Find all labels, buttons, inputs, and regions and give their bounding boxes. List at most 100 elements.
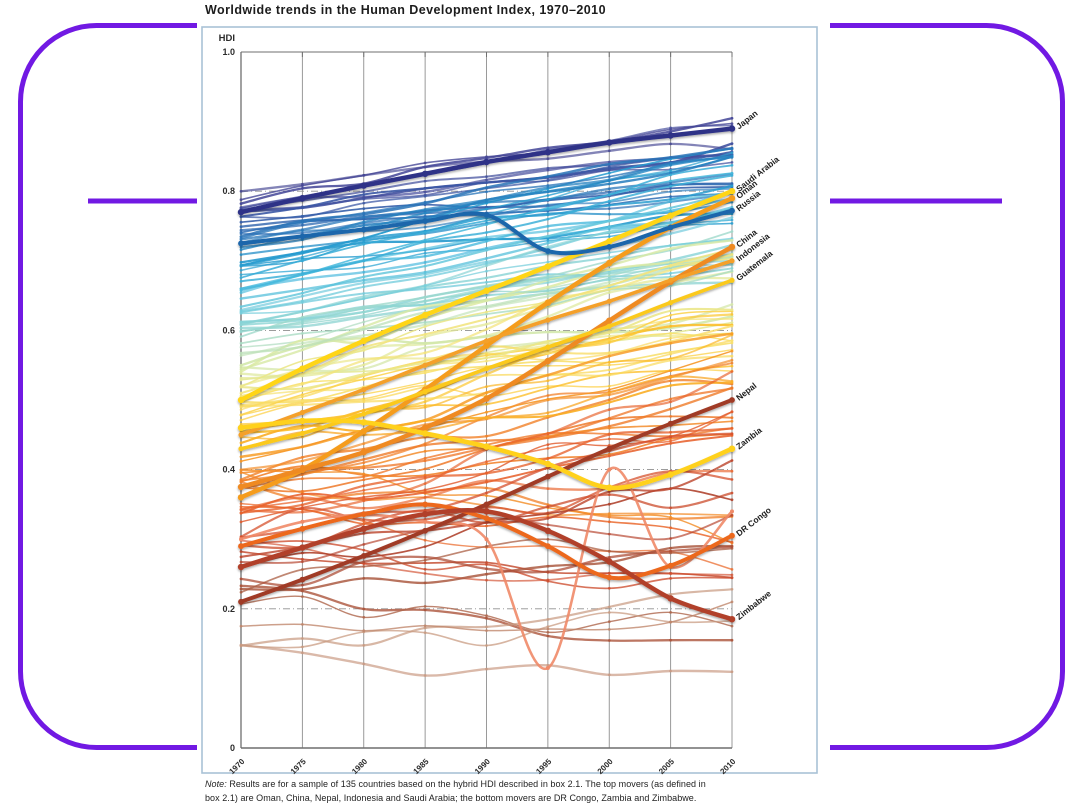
data-point: [669, 358, 672, 362]
data-point: [669, 669, 672, 673]
data-point: [423, 359, 427, 362]
point-guatemala: [729, 277, 735, 283]
data-point: [362, 349, 366, 352]
data-point: [423, 538, 427, 542]
footnote-line2: box 2.1) are Oman, China, Nepal, Indones…: [205, 793, 697, 803]
data-point: [546, 234, 550, 238]
data-point: [546, 295, 550, 298]
data-point: [607, 426, 611, 430]
data-point: [239, 310, 243, 313]
data-point: [362, 408, 366, 412]
data-point: [607, 212, 611, 216]
point-nepal: [299, 576, 306, 583]
data-point: [730, 432, 734, 436]
data-point: [362, 201, 366, 205]
point-nepal: [729, 397, 735, 403]
data-point: [546, 625, 550, 629]
data-point: [423, 231, 427, 234]
data-point: [730, 573, 734, 577]
data-point: [239, 237, 243, 241]
point-japan: [667, 132, 674, 139]
data-point: [607, 454, 611, 458]
data-point: [423, 335, 427, 339]
data-point: [730, 410, 734, 414]
data-point: [485, 614, 488, 618]
data-point: [239, 245, 243, 249]
point-zimbabwe: [299, 544, 306, 551]
point-zambia: [360, 419, 367, 426]
data-point: [239, 505, 243, 509]
data-point: [669, 515, 672, 519]
data-point: [669, 332, 672, 335]
data-point: [239, 291, 243, 295]
data-point: [546, 237, 550, 241]
data-point: [607, 433, 611, 436]
data-point: [669, 197, 672, 201]
point-zimbabwe: [544, 527, 552, 534]
point-nepal: [606, 445, 613, 452]
point-zambia: [544, 460, 552, 468]
data-point: [362, 265, 366, 269]
data-point: [301, 651, 304, 655]
data-point: [362, 173, 366, 177]
data-point: [607, 513, 611, 517]
data-point: [423, 211, 427, 215]
data-point: [607, 199, 611, 203]
data-point: [362, 495, 366, 499]
data-point: [301, 184, 304, 188]
data-point: [669, 537, 672, 540]
data-point: [546, 579, 550, 583]
data-point: [669, 161, 672, 165]
data-point: [730, 303, 734, 306]
data-point: [301, 473, 304, 476]
data-point: [607, 398, 611, 402]
data-point: [239, 468, 243, 472]
data-point: [669, 130, 672, 133]
line-dr-congo: [239, 502, 734, 581]
data-point: [730, 269, 734, 273]
data-point: [669, 352, 672, 356]
point-dr-congo: [729, 532, 735, 539]
data-point: [607, 193, 611, 197]
y-tick-label: 0.6: [222, 325, 235, 335]
data-point: [362, 281, 366, 285]
data-point: [362, 369, 366, 373]
point-zimbabwe: [237, 563, 245, 571]
data-point: [239, 507, 243, 511]
data-point: [301, 389, 304, 393]
data-point: [301, 645, 304, 649]
point-dr-congo: [667, 562, 674, 569]
data-point: [423, 371, 427, 375]
data-point: [546, 341, 550, 345]
point-china: [728, 243, 736, 251]
data-point: [362, 400, 366, 404]
data-point: [730, 308, 734, 312]
data-point: [730, 354, 734, 358]
point-guatemala: [299, 430, 305, 436]
data-point: [669, 221, 672, 224]
data-point: [485, 578, 488, 582]
point-oman: [728, 195, 736, 202]
y-tick-label: 1.0: [222, 47, 235, 57]
data-point: [730, 638, 734, 642]
data-point: [423, 225, 427, 229]
data-point: [423, 270, 427, 274]
data-point: [607, 639, 611, 642]
point-zambia: [728, 445, 736, 452]
data-point: [485, 264, 488, 268]
data-point: [485, 155, 488, 159]
data-point: [423, 488, 427, 492]
data-point: [362, 484, 366, 488]
data-point: [730, 253, 734, 256]
data-point: [485, 460, 488, 464]
point-dr-congo: [422, 501, 428, 508]
data-point: [301, 341, 304, 345]
data-point: [546, 146, 550, 150]
data-point: [301, 551, 304, 555]
data-point: [669, 439, 672, 443]
point-dr-congo: [360, 511, 367, 517]
point-indonesia: [361, 387, 367, 393]
point-zambia: [606, 484, 613, 491]
data-point: [362, 392, 366, 396]
data-point: [669, 244, 672, 247]
